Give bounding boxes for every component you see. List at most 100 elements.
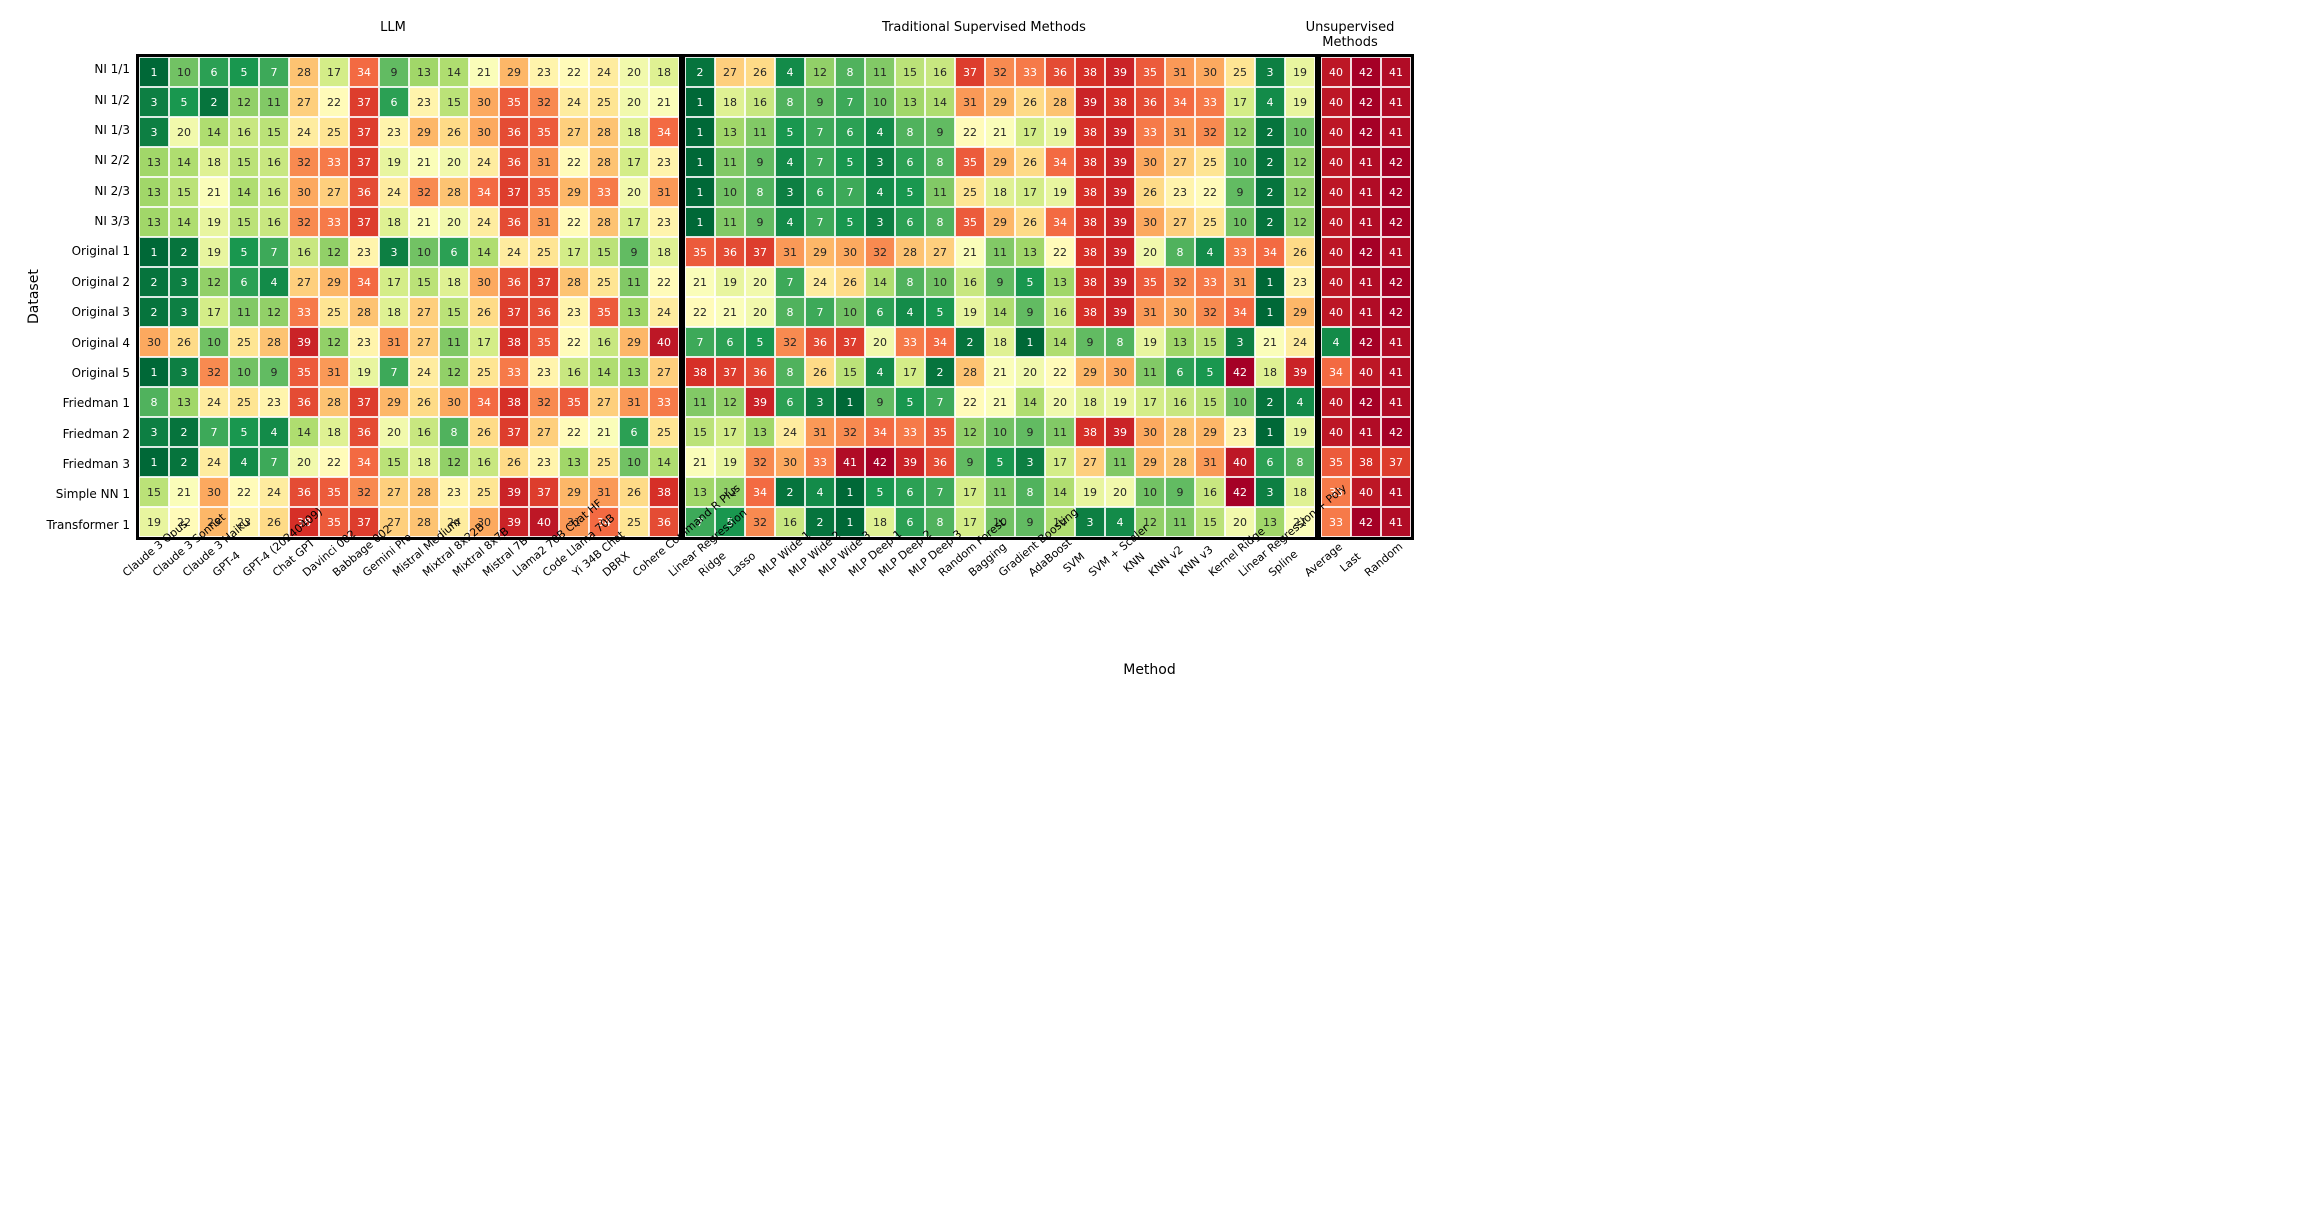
heatmap-cell: 34: [1321, 357, 1351, 387]
heatmap-cell: 11: [715, 207, 745, 237]
heatmap-cell: 10: [199, 327, 229, 357]
heatmap-cell: 20: [619, 177, 649, 207]
heatmap-cell: 32: [1165, 267, 1195, 297]
heatmap-cell: 14: [169, 147, 199, 177]
heatmap-cell: 34: [349, 447, 379, 477]
heatmap-cell: 8: [745, 177, 775, 207]
heatmap-cell: 15: [589, 237, 619, 267]
heatmap-cell: 6: [229, 267, 259, 297]
heatmap-cell: 8: [1285, 447, 1315, 477]
heatmap-cell: 5: [895, 387, 925, 417]
heatmap-cell: 26: [469, 417, 499, 447]
y-tick-label: NI 1/3: [42, 115, 130, 145]
heatmap-cell: 41: [1351, 207, 1381, 237]
heatmap-cell: 4: [865, 357, 895, 387]
heatmap-cell: 37: [349, 87, 379, 117]
heatmap-cell: 26: [1135, 177, 1165, 207]
heatmap-cell: 17: [1045, 447, 1075, 477]
heatmap-cell: 7: [775, 267, 805, 297]
heatmap-cell: 38: [499, 387, 529, 417]
heatmap-cell: 2: [169, 237, 199, 267]
heatmap-cell: 13: [619, 297, 649, 327]
heatmap-cell: 9: [619, 237, 649, 267]
heatmap-cell: 30: [289, 177, 319, 207]
heatmap-cell: 11: [985, 477, 1015, 507]
heatmap-cell: 29: [409, 117, 439, 147]
heatmap-cell: 28: [1165, 417, 1195, 447]
heatmap-cell: 31: [649, 177, 679, 207]
heatmap-cell: 23: [529, 57, 559, 87]
heatmap-cell: 34: [865, 417, 895, 447]
heatmap-cell: 34: [1255, 237, 1285, 267]
heatmap-cell: 38: [499, 327, 529, 357]
heatmap-cell: 3: [1075, 507, 1105, 537]
heatmap-cell: 38: [1105, 87, 1135, 117]
heatmap-cell: 26: [439, 117, 469, 147]
heatmap-cell: 13: [1045, 267, 1075, 297]
heatmap-cell: 17: [319, 57, 349, 87]
y-tick-label: Simple NN 1: [42, 479, 130, 509]
heatmap-cell: 12: [1225, 117, 1255, 147]
heatmap-cell: 21: [955, 237, 985, 267]
heatmap-cell: 2: [199, 87, 229, 117]
heatmap-cell: 26: [835, 267, 865, 297]
heatmap-cell: 10: [169, 57, 199, 87]
heatmap-cell: 3: [169, 297, 199, 327]
heatmap-cell: 26: [619, 477, 649, 507]
heatmap-cell: 13: [559, 447, 589, 477]
heatmap-cell: 9: [745, 207, 775, 237]
heatmap-cell: 22: [559, 207, 589, 237]
heatmap-cell: 23: [349, 237, 379, 267]
heatmap-cell: 9: [1015, 297, 1045, 327]
heatmap-cell: 37: [955, 57, 985, 87]
heatmap-cell: 26: [1015, 87, 1045, 117]
heatmap-cell: 23: [529, 447, 559, 477]
heatmap-cell: 31: [619, 387, 649, 417]
heatmap-cell: 32: [985, 57, 1015, 87]
heatmap-cell: 25: [229, 387, 259, 417]
heatmap-cell: 14: [925, 87, 955, 117]
heatmap-cell: 23: [379, 117, 409, 147]
heatmap-cell: 18: [985, 177, 1015, 207]
heatmap-cell: 9: [1225, 177, 1255, 207]
heatmap-cell: 31: [955, 87, 985, 117]
heatmap-cell: 8: [775, 87, 805, 117]
heatmap-cell: 35: [589, 297, 619, 327]
heatmap-cell: 42: [1351, 117, 1381, 147]
heatmap-cell: 1: [685, 147, 715, 177]
heatmap-cell: 27: [1165, 147, 1195, 177]
heatmap-cell: 21: [715, 297, 745, 327]
heatmap-cell: 39: [1105, 117, 1135, 147]
heatmap-cell: 6: [715, 327, 745, 357]
heatmap-cell: 33: [589, 177, 619, 207]
heatmap-cell: 14: [229, 177, 259, 207]
heatmap-group: 4042414042414042414041424041424041424042…: [1318, 54, 1414, 540]
heatmap-cell: 11: [1165, 507, 1195, 537]
heatmap-cell: 21: [199, 177, 229, 207]
heatmap-cell: 31: [1225, 267, 1255, 297]
heatmap-cell: 28: [289, 57, 319, 87]
heatmap-row: 404142: [1321, 147, 1411, 177]
heatmap-cell: 23: [349, 327, 379, 357]
heatmap-cell: 28: [589, 117, 619, 147]
heatmap-cell: 21: [409, 147, 439, 177]
heatmap-cell: 32: [1195, 117, 1225, 147]
heatmap-cell: 19: [199, 237, 229, 267]
heatmap-cell: 39: [1105, 417, 1135, 447]
heatmap-cell: 17: [1015, 117, 1045, 147]
heatmap-cell: 14: [169, 207, 199, 237]
heatmap-cell: 8: [895, 267, 925, 297]
heatmap-cell: 2: [1255, 117, 1285, 147]
heatmap-cell: 32: [409, 177, 439, 207]
heatmap-cell: 38: [1075, 117, 1105, 147]
heatmap-cell: 20: [619, 87, 649, 117]
heatmap-cell: 3: [139, 417, 169, 447]
heatmap-cell: 29: [805, 237, 835, 267]
heatmap-cell: 42: [1351, 387, 1381, 417]
heatmap-cell: 13: [1015, 237, 1045, 267]
heatmap-chart: LLMTraditional Supervised MethodsUnsuper…: [20, 20, 2279, 678]
heatmap-cell: 29: [1285, 297, 1315, 327]
heatmap-cell: 18: [379, 297, 409, 327]
heatmap-cell: 37: [745, 237, 775, 267]
heatmap-cell: 30: [469, 117, 499, 147]
